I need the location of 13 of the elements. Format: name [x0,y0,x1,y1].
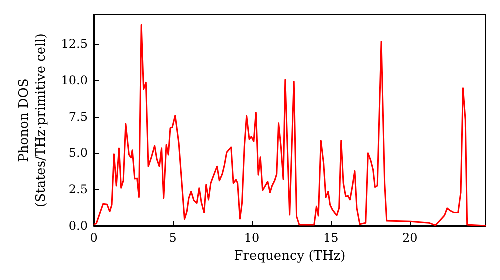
y-tick-label: 0.0 [68,219,88,233]
x-tick-label: 10 [244,231,260,245]
y-tick-label: 2.5 [68,182,88,197]
y-tick-label: 10.0 [61,73,88,88]
x-tick-label: 20 [402,231,418,245]
y-tick-label: 7.5 [68,110,88,124]
x-tick-label: 15 [323,231,339,245]
y-tick-label: 12.5 [61,37,88,52]
x-axis-title: Frequency (THz) [234,249,346,264]
y-tick-label: 5.0 [68,146,88,160]
x-tick-label: 0 [90,231,98,245]
y-axis-title: Phonon DOS (States/THz·primitive cell) [17,33,49,208]
x-tick-label: 5 [169,231,177,245]
